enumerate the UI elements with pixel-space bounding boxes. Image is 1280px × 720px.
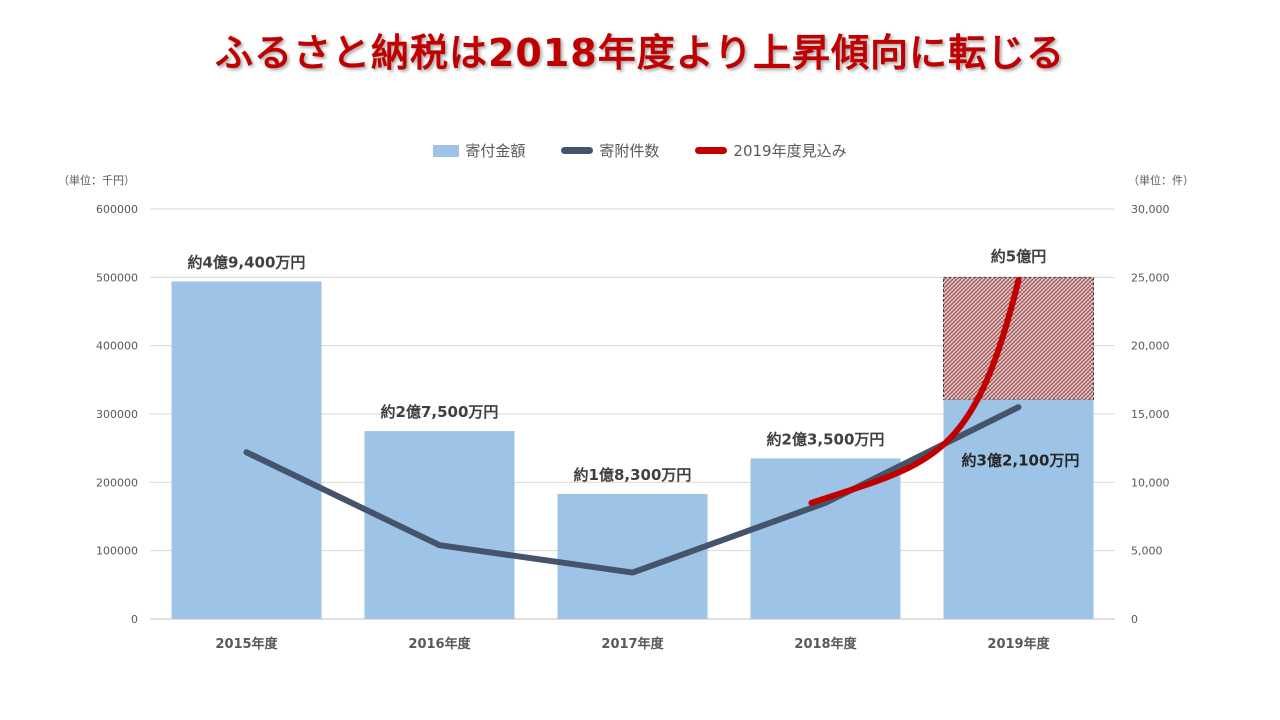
- legend-label-amount: 寄付金額: [465, 142, 526, 160]
- y-right-tick-label: 20,000: [1131, 340, 1170, 353]
- y-left-tick-label: 600000: [96, 203, 138, 216]
- legend-swatch-count: [561, 147, 594, 154]
- x-tick-label: 2018年度: [794, 636, 857, 652]
- y-left-tick-label: 500000: [96, 271, 138, 284]
- x-tick-label: 2019年度: [987, 636, 1050, 652]
- legend-label-count: 寄附件数: [599, 142, 660, 160]
- bar: [943, 399, 1094, 619]
- legend-swatch-amount: [433, 144, 460, 157]
- y-right-tick-label: 25,000: [1131, 271, 1170, 284]
- bar: [364, 431, 515, 619]
- y-right-tick-label: 30,000: [1131, 203, 1170, 216]
- y-left-tick-label: 0: [131, 613, 138, 626]
- legend-item-forecast: 2019年度見込み: [695, 140, 847, 161]
- bar-data-label: 約4億9,400万円: [188, 253, 306, 271]
- y-left-tick-label: 200000: [96, 476, 138, 489]
- y-left-tick-label: 300000: [96, 408, 138, 421]
- y-right-tick-label: 15,000: [1131, 408, 1170, 421]
- count-line: [243, 404, 1022, 576]
- legend: 寄付金額 寄附件数 2019年度見込み: [0, 140, 1280, 161]
- legend-swatch-forecast: [695, 147, 728, 154]
- x-tick-label: 2016年度: [408, 636, 471, 652]
- legend-label-forecast: 2019年度見込み: [733, 142, 847, 160]
- legend-item-count: 寄附件数: [561, 140, 659, 161]
- y-left-tick-label: 400000: [96, 340, 138, 353]
- x-tick-label: 2017年度: [601, 636, 664, 652]
- bar-data-label: 約3億2,100万円: [962, 452, 1080, 470]
- left-axis-unit: （単位：千円）: [58, 174, 135, 187]
- bar-data-label: 約2億3,500万円: [767, 430, 885, 448]
- y-left-tick-label: 100000: [96, 545, 138, 558]
- right-axis-unit: （単位：件）: [1128, 174, 1194, 187]
- x-tick-label: 2015年度: [215, 636, 278, 652]
- y-right-tick-label: 5,000: [1131, 545, 1163, 558]
- bars: [171, 276, 1094, 619]
- chart-title: ふるさと納税は2018年度より上昇傾向に転じる: [214, 31, 1065, 75]
- forecast-line: [808, 277, 1022, 506]
- bar: [750, 458, 901, 619]
- bar-data-label: 約2億7,500万円: [381, 403, 499, 421]
- forecast-data-label: 約5億円: [991, 247, 1046, 265]
- forecast-bar: [943, 276, 1094, 401]
- y-right-tick-label: 0: [1131, 613, 1138, 626]
- legend-item-amount: 寄付金額: [433, 140, 525, 161]
- bar-data-label: 約1億8,300万円: [574, 466, 692, 484]
- lines: [243, 277, 1022, 576]
- y-right-tick-label: 10,000: [1131, 476, 1170, 489]
